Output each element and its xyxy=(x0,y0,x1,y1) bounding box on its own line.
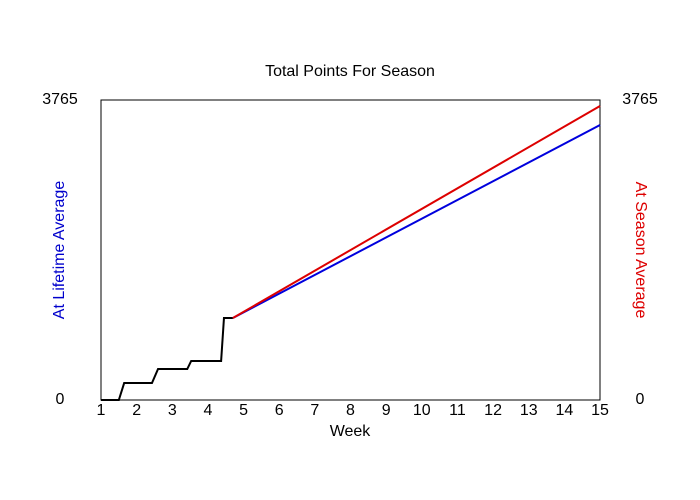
series-line xyxy=(232,105,601,319)
y2-axis-label: At Season Average xyxy=(632,182,649,319)
x-tick-label: 2 xyxy=(132,402,141,419)
x-tick-label: 9 xyxy=(382,402,391,419)
x-tick-label: 11 xyxy=(449,402,466,419)
x-tick-label: 7 xyxy=(310,402,319,419)
x-tick-label: 6 xyxy=(275,402,284,419)
y-axis-label: At Lifetime Average xyxy=(51,181,68,320)
x-tick-label: 15 xyxy=(591,402,609,419)
x-tick-label: 10 xyxy=(413,402,431,419)
series-line xyxy=(101,317,233,401)
x-tick-label: 4 xyxy=(203,402,212,419)
y2-tick-label: 0 xyxy=(636,391,645,408)
x-tick-label: 3 xyxy=(168,402,177,419)
series-line xyxy=(232,124,601,319)
x-tick-label: 13 xyxy=(520,402,538,419)
x-tick-label: 12 xyxy=(484,402,502,419)
x-tick-label: 5 xyxy=(239,402,248,419)
x-tick-label: 8 xyxy=(346,402,355,419)
x-tick-label: 1 xyxy=(97,402,106,419)
x-tick-label: 14 xyxy=(555,402,573,419)
x-axis-label: Week xyxy=(330,423,372,440)
y-tick-label: 3765 xyxy=(42,91,78,108)
chart-title: Total Points For Season xyxy=(265,63,435,80)
y2-tick-label: 3765 xyxy=(622,91,658,108)
y-tick-label: 0 xyxy=(56,391,65,408)
plot-frame xyxy=(100,99,601,401)
